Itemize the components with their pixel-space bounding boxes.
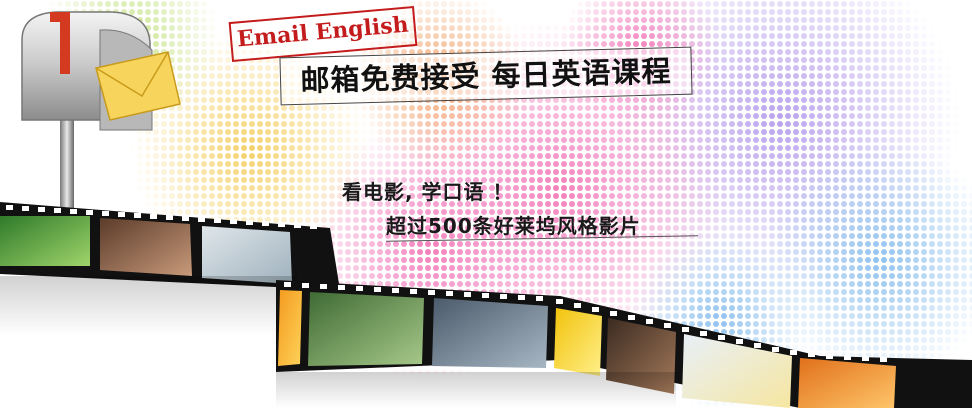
headline: 邮箱免费接受 每日英语课程 <box>300 54 672 98</box>
slogan-line-1: 看电影, 学口语 ！ <box>342 180 514 204</box>
slogan-line-2: 超过500条好莱坞风格影片 <box>386 214 641 238</box>
envelope-icon <box>95 51 181 121</box>
